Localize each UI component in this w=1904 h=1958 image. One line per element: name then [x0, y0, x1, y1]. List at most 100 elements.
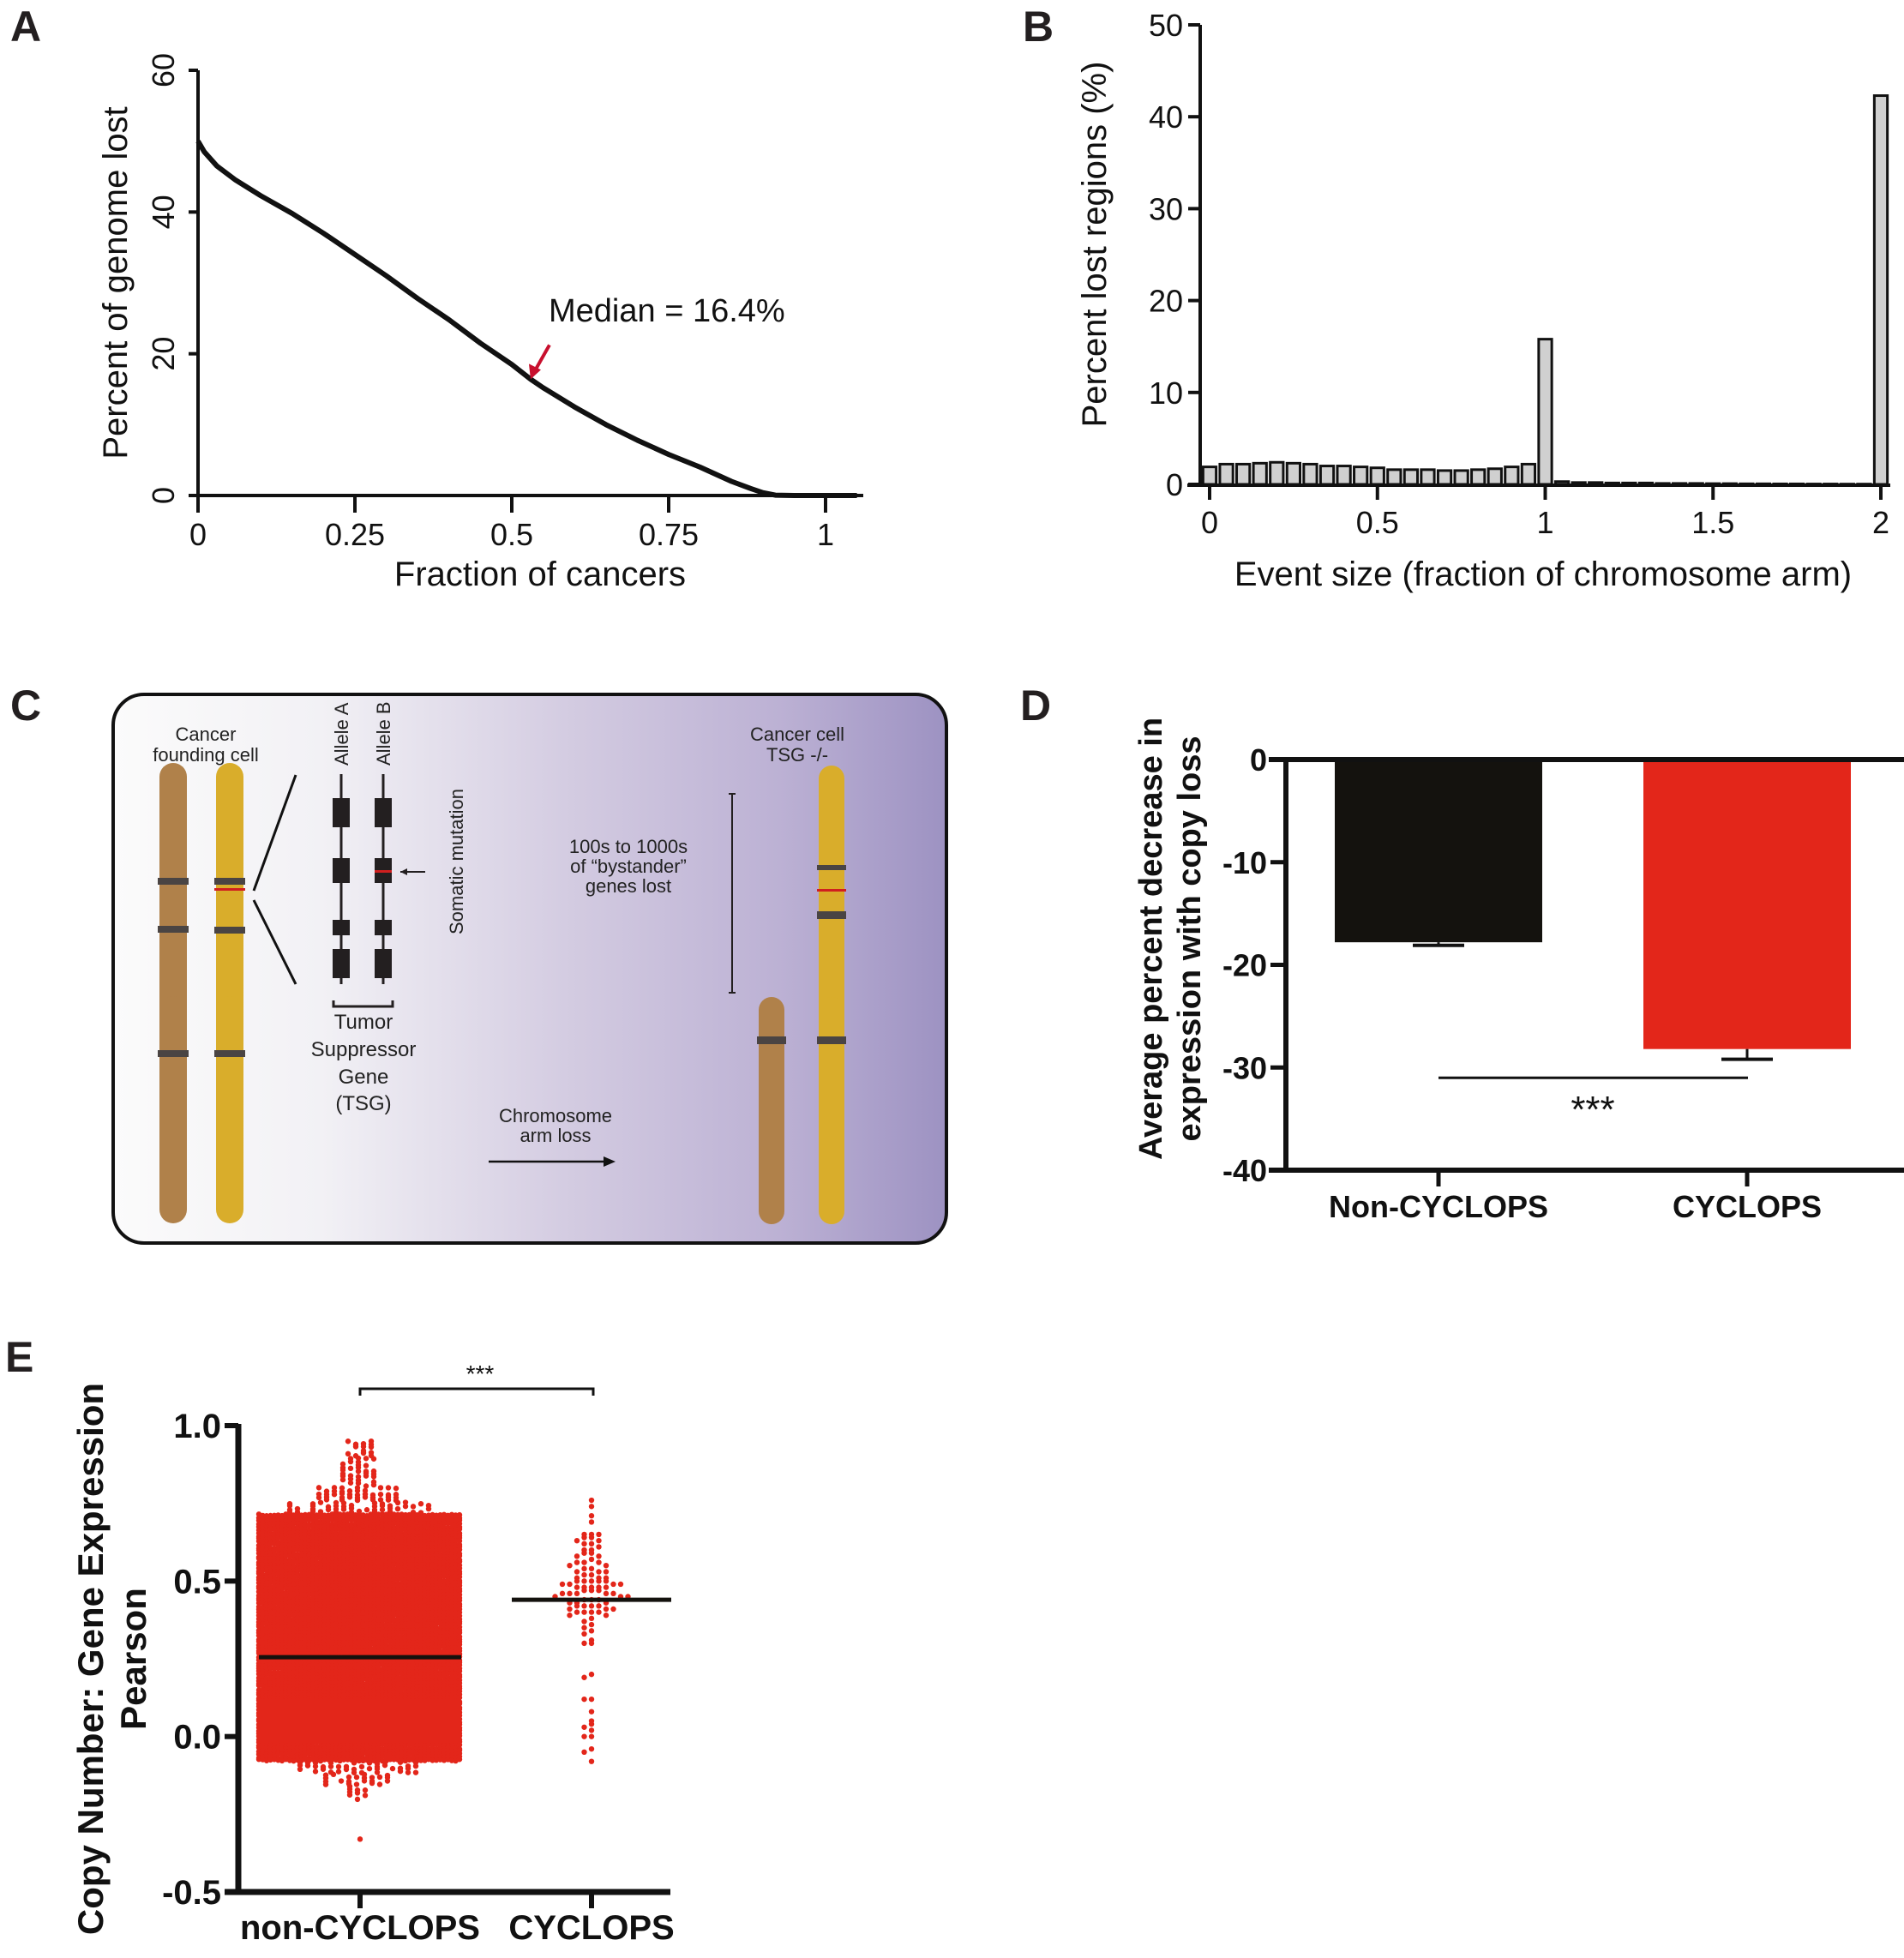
data-point — [581, 1535, 587, 1541]
data-point — [410, 1608, 417, 1615]
data-point — [596, 1531, 602, 1538]
y-tick-label: 1.0 — [173, 1408, 221, 1445]
data-point — [581, 1619, 587, 1625]
tsg-label-3: Gene — [339, 1066, 389, 1089]
data-point — [315, 1494, 322, 1501]
data-point — [596, 1544, 602, 1550]
data-point — [610, 1581, 616, 1588]
data-point — [417, 1600, 424, 1606]
y-tick-label: 0.0 — [173, 1719, 221, 1757]
zoom-line-top — [252, 774, 297, 892]
data-point — [347, 1458, 354, 1465]
data-point — [453, 1538, 459, 1544]
tsg-label-1: Tumor — [334, 1011, 393, 1034]
data-point — [345, 1553, 351, 1559]
data-point — [581, 1749, 587, 1756]
mutation-arrowhead-icon — [400, 868, 407, 875]
data-point — [366, 1765, 373, 1772]
data-point — [456, 1538, 463, 1544]
significance-stars: *** — [466, 1360, 495, 1387]
data-point — [370, 1481, 377, 1488]
data-point — [588, 1550, 595, 1556]
y-tick-label: 40 — [146, 195, 181, 229]
x-tick-label: Non-CYCLOPS — [1329, 1189, 1548, 1224]
data-point — [402, 1503, 409, 1510]
band — [158, 1050, 189, 1057]
x-tick-label: 0 — [189, 517, 207, 552]
data-point — [410, 1504, 417, 1510]
x-tick-label: 0.75 — [639, 517, 699, 552]
data-point — [581, 1565, 587, 1572]
significance-stars: *** — [1571, 1089, 1614, 1131]
data-point — [603, 1590, 610, 1597]
data-point — [363, 1456, 369, 1462]
data-point — [343, 1766, 350, 1773]
data-point — [456, 1553, 463, 1559]
data-point — [414, 1520, 420, 1527]
band — [214, 1050, 245, 1057]
data-point — [338, 1778, 345, 1784]
mutation-mark — [375, 870, 392, 873]
data-point — [377, 1491, 384, 1498]
x-tick-label: 1 — [817, 517, 834, 552]
data-point — [588, 1733, 595, 1739]
band — [817, 911, 846, 919]
data-point — [374, 1769, 381, 1775]
tsg-bracket — [332, 1000, 394, 1008]
data-point — [297, 1766, 303, 1772]
data-point — [394, 1535, 401, 1541]
data-point — [588, 1621, 595, 1628]
data-point — [354, 1796, 361, 1803]
data-point — [574, 1559, 580, 1565]
data-point — [567, 1581, 573, 1588]
y-tick-label: 0.5 — [173, 1563, 221, 1601]
data-point — [312, 1769, 319, 1775]
data-point — [406, 1520, 412, 1527]
data-point — [574, 1609, 580, 1615]
y-tick-label: -0.5 — [162, 1874, 221, 1912]
data-point — [363, 1473, 369, 1479]
chromosome-brown-remaining — [759, 997, 784, 1224]
data-point — [581, 1733, 587, 1739]
tsg-label-2: Suppressor — [311, 1038, 417, 1061]
data-point — [588, 1628, 595, 1634]
data-point — [588, 1556, 595, 1563]
panel-letter-d: D — [1020, 682, 1051, 730]
data-point — [397, 1768, 404, 1775]
allele-a-label: Allele A — [331, 702, 352, 766]
panel-b-ylabel: Percent lost regions (%) — [1076, 62, 1114, 428]
data-point — [596, 1553, 602, 1559]
data-point — [588, 1609, 595, 1615]
dense-point-cluster — [259, 1699, 461, 1743]
bar — [1318, 465, 1336, 486]
data-point — [402, 1573, 409, 1579]
data-point — [574, 1553, 580, 1559]
data-point — [363, 1483, 369, 1489]
data-point — [363, 1462, 369, 1468]
data-point — [333, 1541, 339, 1547]
data-point — [596, 1537, 602, 1544]
data-point — [445, 1515, 451, 1521]
data-point — [357, 1836, 363, 1842]
data-point — [567, 1590, 573, 1597]
cancer-cell-title-2: TSG -/- — [766, 744, 828, 766]
exon — [333, 949, 350, 978]
data-point — [574, 1578, 580, 1584]
data-point — [302, 1608, 309, 1615]
data-point — [362, 1787, 369, 1793]
data-point — [353, 1774, 360, 1781]
data-point — [329, 1526, 335, 1532]
data-point — [588, 1571, 595, 1578]
data-point — [356, 1597, 363, 1604]
data-point — [603, 1584, 610, 1590]
data-point — [588, 1512, 595, 1519]
median-arrowhead-icon — [528, 363, 541, 380]
data-point — [405, 1769, 411, 1775]
data-point — [339, 1476, 346, 1483]
data-point — [417, 1591, 424, 1598]
data-point — [375, 1559, 381, 1565]
data-point — [393, 1485, 399, 1492]
